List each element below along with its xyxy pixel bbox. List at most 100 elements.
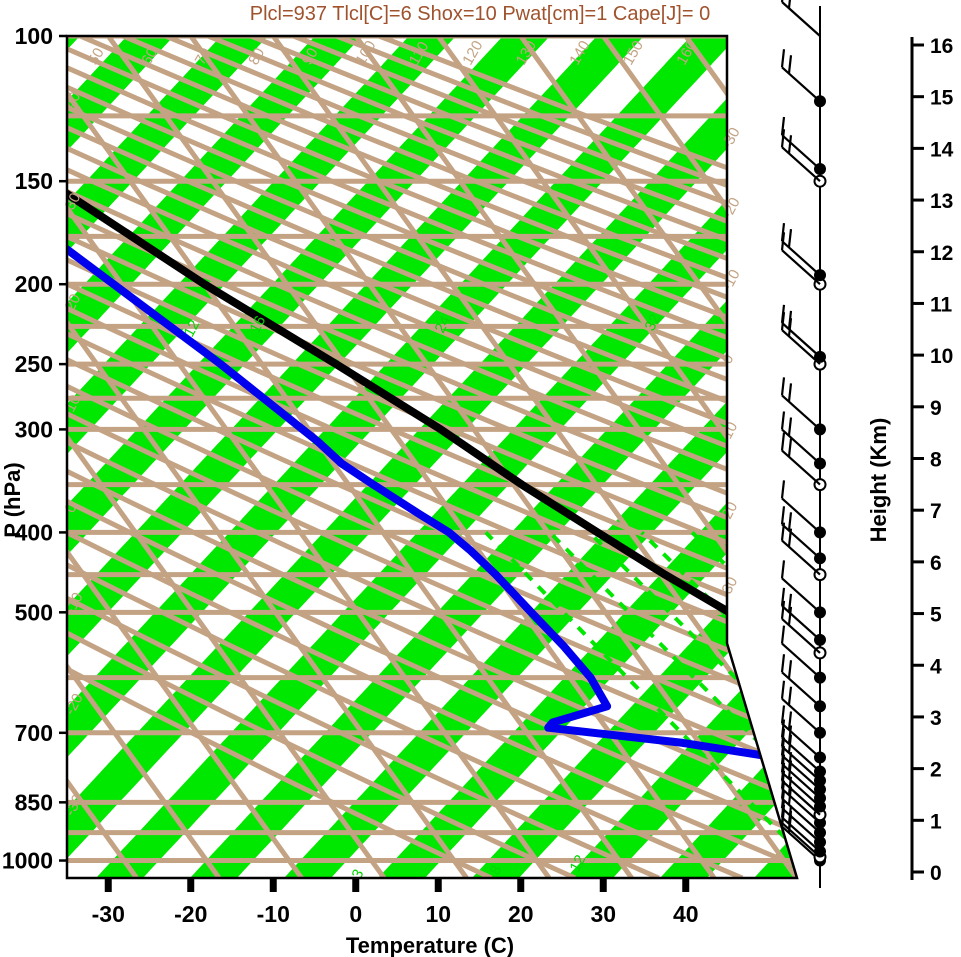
dry-adiabat-line: [67, 36, 797, 878]
wind-barb-column: [780, 0, 827, 888]
title-group: Plcl=937 Tlcl[C]=6 Shox=10 Pwat[cm]=1 Ca…: [250, 3, 710, 25]
pressure-tick-label: 500: [15, 599, 53, 625]
dewpoint-trace: [67, 36, 797, 865]
wind-barb-shaft: [781, 754, 821, 791]
mixing-ratio-label: 32: [642, 311, 665, 334]
wind-barb-feather: [787, 310, 793, 330]
dry-adiabat-line: [67, 36, 744, 878]
wind-barb-shaft: [781, 642, 821, 679]
isotherm-line: [67, 36, 552, 878]
wind-barb-feather: [787, 135, 793, 154]
wind-barb-feather: [780, 129, 786, 148]
wind-barb-feather: [780, 49, 786, 68]
dry-adiabat-line: [67, 36, 797, 878]
wind-barb-feather: [780, 560, 786, 579]
pressure-tick-label: 150: [15, 168, 53, 194]
temperature-axis: -30 -20 -10 0 10 20 30 40 Temperature (C): [92, 878, 699, 957]
wind-barb-feather: [787, 417, 793, 436]
wind-barb-feather: [780, 480, 786, 499]
dry-adiabat-line: [67, 36, 660, 878]
wind-barb-shaft: [781, 249, 821, 286]
isotherm-label-right: 10: [719, 419, 742, 442]
height-tick-label: 0: [930, 862, 942, 885]
wind-barb-feather: [780, 223, 786, 242]
wind-barb-feather: [780, 705, 786, 724]
height-tick-label: 2: [930, 759, 942, 782]
wind-barb-feather: [780, 377, 786, 396]
wind-barb-feather: [787, 512, 793, 531]
wind-barb-feather: [780, 587, 786, 607]
pressure-tick-label: 250: [15, 351, 53, 377]
wind-barb-feather: [787, 0, 791, 9]
wind-barb-feather: [780, 432, 786, 451]
height-tick-label: 11: [930, 293, 953, 316]
isotherm-label-right: 30: [719, 574, 742, 597]
dry-adiabat-line: [67, 36, 797, 878]
wind-barb-feather: [780, 680, 786, 699]
mixing-ratio-line: [484, 531, 797, 878]
mixing-ratio-line: [548, 530, 797, 878]
wind-barb-feather: [780, 304, 786, 324]
mixing-ratio-lines: [484, 530, 797, 878]
pressure-tick-label: 850: [15, 789, 53, 815]
dry-adiabat-line: [67, 36, 493, 878]
wind-barb-feather: [787, 686, 793, 705]
dry-adiabat-line: [67, 36, 797, 878]
mixing-ratio-label: 12: [567, 852, 590, 875]
sounding-traces: [67, 36, 797, 865]
height-tick-label: 6: [930, 552, 942, 575]
height-tick-label: 14: [930, 138, 954, 161]
chart-title: Plcl=937 Tlcl[C]=6 Shox=10 Pwat[cm]=1 Ca…: [250, 3, 710, 25]
shade-band-b: [67, 36, 548, 878]
height-tick-label: 10: [930, 345, 953, 368]
dry-adiabat-line: [67, 36, 797, 878]
temperature-tick-label: 20: [508, 901, 534, 927]
dry-adiabat-line: [67, 36, 797, 878]
pressure-axis: 100 150 200 250 300 400 500 700 850 1000 P (hPa): [0, 23, 67, 874]
wind-barb-feather: [780, 116, 786, 136]
shade-cutout: [0, 0, 783, 957]
height-tick-label: 12: [930, 242, 953, 265]
dry-adiabat-label: 60: [138, 45, 161, 68]
dry-adiabat-label: 50: [85, 45, 108, 68]
wind-barb-shaft: [781, 497, 821, 534]
height-tick-label: 4: [930, 655, 942, 678]
wind-barb-feather: [780, 654, 786, 673]
dry-adiabat-label: 90: [299, 45, 322, 68]
wind-barb-feather: [787, 593, 793, 613]
mixing-ratio-line: [587, 530, 797, 878]
height-tick-label: 8: [930, 449, 942, 472]
pressure-axis-label: P (hPa): [0, 462, 25, 537]
wind-barb-feather: [780, 600, 786, 620]
height-tick-label: 5: [930, 604, 942, 627]
wind-barb-feather: [780, 719, 786, 738]
shade-cutout: [0, 0, 877, 957]
pressure-tick-label: 300: [15, 416, 53, 442]
temperature-tick-label: 40: [673, 901, 699, 927]
wind-barb-feather: [780, 625, 786, 644]
pressure-tick-label: 200: [15, 271, 53, 297]
wind-barb-shaft: [781, 577, 821, 614]
wind-barb-feather: [787, 606, 793, 626]
pressure-tick-label: 100: [15, 23, 53, 49]
dry-adiabat-line: [67, 36, 797, 878]
wind-barb-shaft: [781, 134, 821, 170]
height-axis-label: Height (Km): [866, 418, 891, 543]
plot-frame: [65, 34, 799, 880]
shade-band-b: [67, 36, 642, 878]
dry-adiabat-line: [67, 36, 797, 878]
dry-adiabat-line: [67, 36, 797, 878]
dry-adiabat-line: [67, 36, 797, 878]
wind-barb-shaft: [781, 807, 821, 843]
height-tick-label: 9: [930, 397, 942, 420]
height-tick-label: 1: [930, 810, 942, 833]
temperature-tick-label: 0: [349, 901, 362, 927]
